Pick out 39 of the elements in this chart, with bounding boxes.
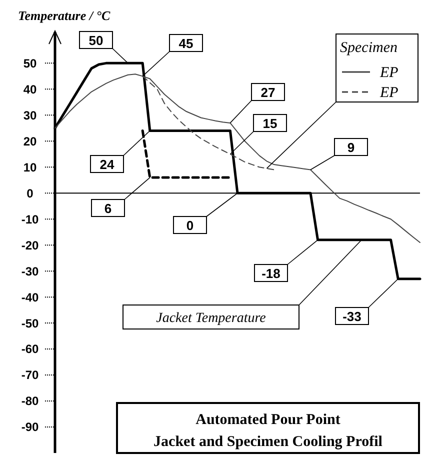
callout: -18 (254, 240, 318, 282)
y-tick-label: 10 (23, 160, 37, 174)
callout: 0 (173, 192, 238, 234)
callout: 50 (79, 31, 128, 64)
y-tick-label: 40 (23, 82, 37, 96)
y-tick-label: -70 (21, 368, 39, 382)
y-tick-label: 0 (26, 186, 34, 200)
y-tick-label: 20 (23, 134, 37, 148)
annotation: -18 (262, 266, 280, 281)
legend-title: Specimen (340, 40, 398, 56)
callout: 45 (142, 34, 203, 77)
y-tick-label: -30 (21, 264, 39, 278)
y-axis-title: Temperature / °C (18, 8, 110, 23)
legend-label: EP (379, 85, 398, 101)
callout: 6 (91, 177, 150, 217)
annotation: 50 (88, 33, 104, 48)
legend-label: EP (379, 65, 398, 81)
y-tick-label: -40 (21, 290, 39, 304)
y-tick-label: -10 (21, 212, 39, 226)
callout: -33 (335, 278, 398, 325)
annotation: 0 (186, 218, 194, 233)
y-tick-label: 50 (23, 56, 37, 70)
y-tick-label: 30 (23, 108, 37, 122)
callout: 9 (310, 138, 368, 170)
annotation: 6 (104, 201, 112, 216)
text: Automated Pour Point (196, 412, 340, 428)
annotation: 27 (260, 85, 276, 100)
annotation: 45 (178, 36, 194, 51)
annotation: 9 (347, 140, 355, 155)
y-tick-label: -20 (21, 238, 39, 252)
annotation: Jacket Temperature (156, 311, 266, 326)
text: Jacket and Specimen Cooling Profil (154, 434, 382, 450)
y-tick-label: -50 (21, 316, 39, 330)
annotation: 24 (100, 157, 115, 172)
y-tick-label: -60 (21, 342, 39, 356)
annotation: -33 (342, 309, 362, 324)
y-tick-label: -80 (21, 394, 39, 408)
callout: 24 (90, 130, 150, 173)
y-tick-label: -90 (21, 420, 39, 434)
